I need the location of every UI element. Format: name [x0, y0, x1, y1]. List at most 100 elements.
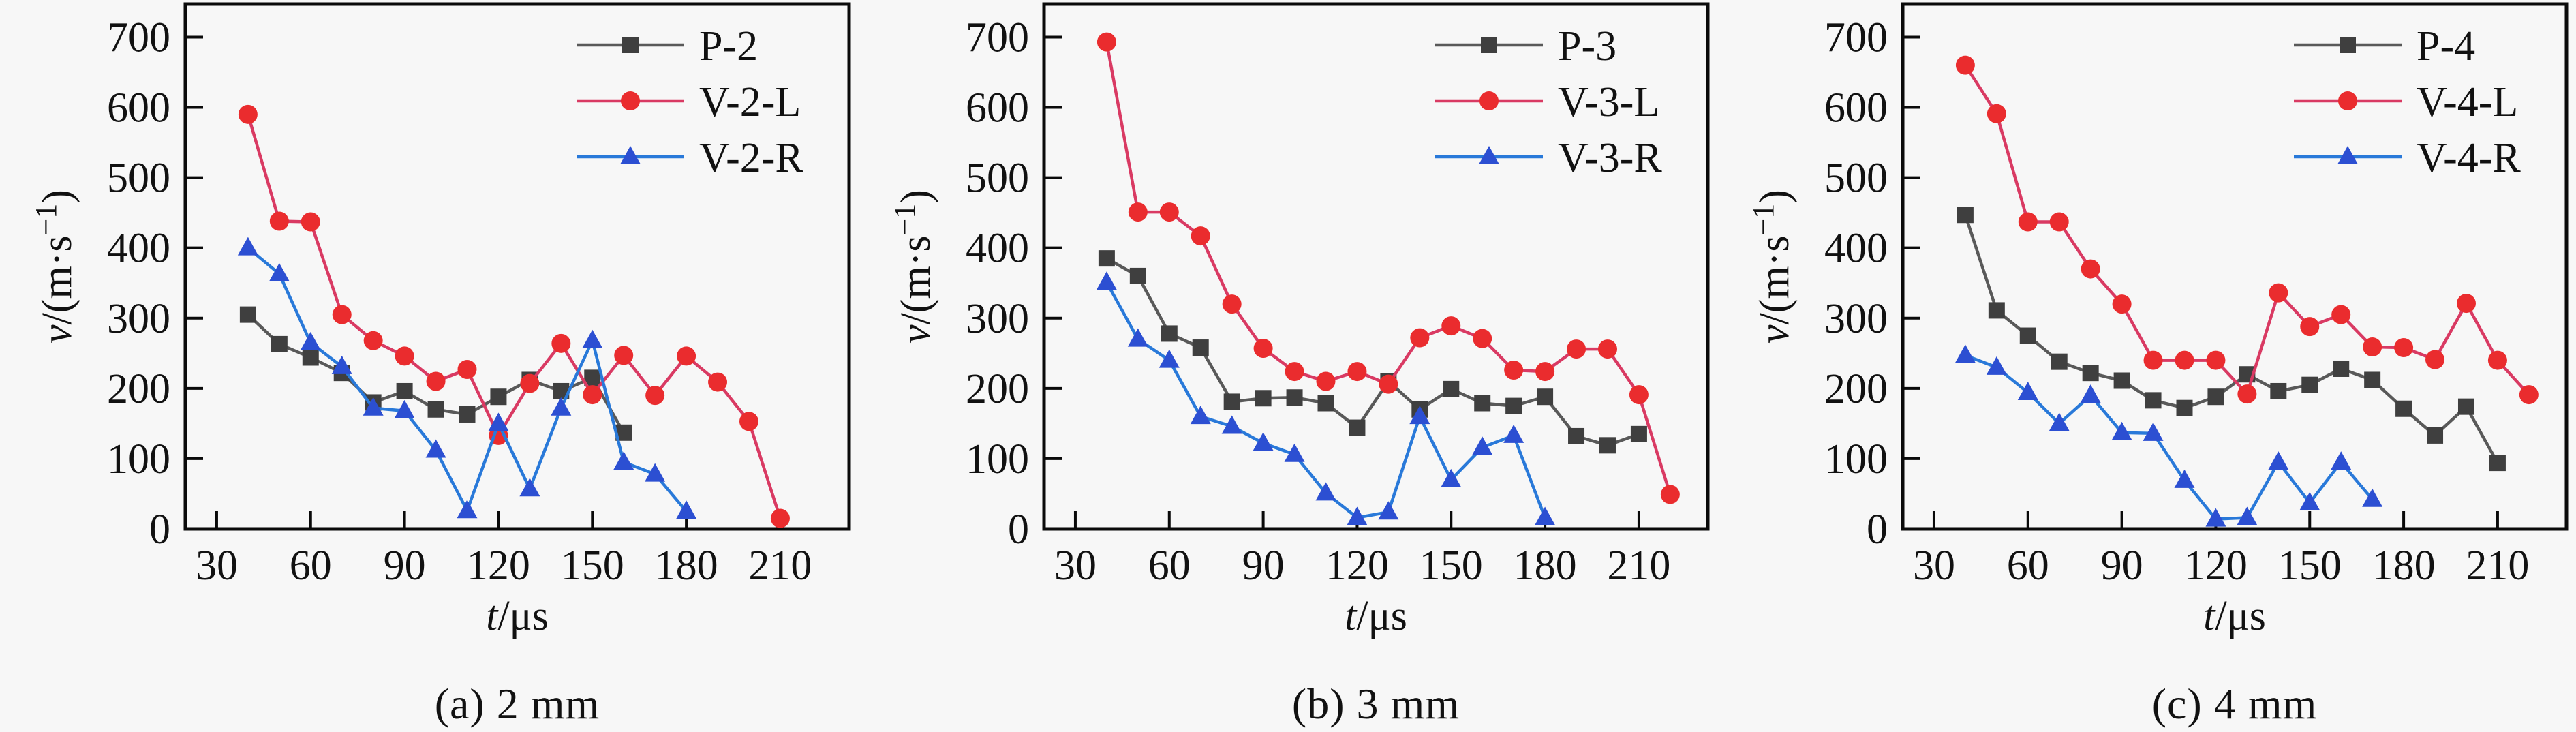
legend-label-P-2: P-2 — [699, 23, 758, 70]
series-marker-V-3-L — [1597, 339, 1617, 359]
legend-marker-V-2-R — [620, 146, 641, 164]
series-marker-V-3-R — [1253, 432, 1274, 451]
series-marker-V-2-R — [457, 500, 478, 519]
chart-c: 30 60 90 120 150 180 210 0 100 200 300 400 500 600 700… — [1747, 2, 2569, 639]
series-marker-V-2-R — [519, 478, 540, 497]
series-marker-V-2-L — [739, 412, 758, 431]
series-marker-V-2-L — [645, 386, 665, 406]
series-marker-P-4 — [2113, 372, 2130, 389]
series-marker-V-3-L — [1535, 362, 1555, 382]
x-axis-title: t/μs — [1345, 593, 1407, 639]
series-marker-V-2-R — [300, 331, 321, 350]
series-marker-V-4-R — [2362, 488, 2383, 507]
legend-marker-V-2-L — [621, 91, 640, 110]
plot-border — [1901, 2, 2569, 531]
series-marker-V-2-L — [332, 305, 352, 324]
series-marker-V-3-R — [1284, 443, 1305, 462]
x-tick-label: 90 — [2101, 543, 2143, 589]
x-tick-label: 60 — [290, 543, 332, 589]
series-marker-P-4 — [2395, 400, 2412, 417]
series-marker-V-4-R — [2205, 508, 2226, 527]
y-tick-label: 600 — [966, 85, 1029, 132]
series-marker-V-3-R — [1409, 406, 1430, 425]
x-tick-label: 30 — [1913, 543, 1955, 589]
series-marker-V-2-L — [770, 508, 790, 528]
x-tick-label: 180 — [1514, 543, 1577, 589]
series-marker-V-2-L — [677, 346, 696, 366]
series-marker-V-3-L — [1473, 329, 1492, 348]
series-marker-V-4-L — [2425, 350, 2445, 369]
series-marker-V-4-L — [1987, 104, 2006, 123]
x-tick-label: 210 — [1607, 543, 1670, 589]
series-marker-V-3-R — [1096, 271, 1117, 290]
series-marker-P-3 — [1129, 267, 1146, 284]
series-marker-V-3-R — [1190, 406, 1211, 425]
series-marker-P-4 — [2301, 376, 2318, 393]
series-marker-P-2 — [427, 401, 444, 418]
series-marker-P-3 — [1098, 250, 1115, 267]
series-marker-V-2-L — [395, 346, 414, 366]
series-marker-V-2-L — [708, 372, 728, 392]
y-tick-label: 200 — [966, 366, 1029, 412]
series-marker-V-3-R — [1503, 424, 1524, 443]
series-marker-P-3 — [1223, 393, 1240, 410]
series-marker-V-2-R — [488, 412, 509, 431]
series-marker-V-4-R — [2049, 412, 2070, 431]
y-tick-label: 0 — [1008, 506, 1029, 553]
series-marker-V-2-L — [614, 346, 634, 365]
series-marker-P-3 — [1317, 395, 1334, 412]
y-tick-label: 0 — [149, 506, 170, 553]
series-marker-V-4-L — [2143, 350, 2163, 370]
series-marker-P-4 — [2364, 371, 2381, 388]
series-marker-V-2-R — [425, 439, 446, 458]
series-marker-P-2 — [271, 335, 288, 352]
series-marker-V-3-L — [1097, 32, 1116, 52]
series-marker-V-3-R — [1127, 328, 1148, 347]
series-marker-P-4 — [2019, 327, 2036, 344]
series-marker-V-2-R — [551, 397, 572, 416]
series-marker-V-4-L — [2049, 212, 2069, 232]
x-tick-label: 120 — [467, 543, 530, 589]
y-tick-label: 300 — [1824, 296, 1888, 342]
series-marker-P-4 — [1988, 302, 2005, 319]
series-marker-V-3-L — [1285, 362, 1304, 382]
series-marker-V-4-L — [2363, 337, 2382, 357]
series-marker-V-2-L — [363, 331, 383, 350]
series-marker-V-3-R — [1441, 468, 1462, 487]
series-marker-V-2-R — [331, 355, 352, 374]
series-marker-V-4-L — [2331, 305, 2351, 324]
series-marker-V-2-R — [394, 399, 415, 418]
series-marker-V-4-L — [2394, 338, 2414, 358]
y-tick-label: 400 — [966, 226, 1029, 272]
series-marker-V-4-R — [2080, 384, 2101, 403]
series-marker-P-4 — [2270, 382, 2287, 399]
y-tick-label: 500 — [966, 155, 1029, 202]
series-marker-V-4-L — [2269, 283, 2288, 303]
legend-marker-V-3-R — [1479, 146, 1499, 164]
series-marker-V-3-L — [1191, 226, 1210, 246]
caption-c: (c) 4 mm — [2151, 680, 2318, 728]
legend-label-V-4-L: V-4-L — [2417, 79, 2518, 125]
y-tick-label: 500 — [107, 155, 170, 202]
series-marker-V-3-L — [1222, 294, 1242, 314]
series-marker-P-3 — [1537, 388, 1554, 406]
legend-label-P-3: P-3 — [1558, 23, 1616, 70]
series-marker-V-4-L — [2300, 317, 2320, 337]
series-marker-P-3 — [1161, 325, 1178, 342]
x-tick-label: 210 — [2466, 543, 2529, 589]
series-marker-V-2-L — [301, 212, 320, 232]
y-tick-label: 700 — [966, 14, 1029, 61]
series-marker-P-3 — [1443, 380, 1460, 397]
series-line-P-3 — [1105, 257, 1640, 447]
y-tick-label: 300 — [966, 296, 1029, 342]
series-marker-V-4-L — [1955, 55, 1975, 75]
y-tick-label: 100 — [107, 436, 170, 483]
series-marker-P-4 — [2051, 353, 2068, 370]
series-marker-P-2 — [302, 349, 319, 366]
legend-marker-P-2 — [622, 37, 639, 53]
series-marker-V-2-L — [426, 371, 446, 391]
series-marker-V-4-L — [2487, 350, 2507, 370]
plot-border — [183, 2, 851, 531]
x-tick-label: 30 — [1054, 543, 1097, 589]
